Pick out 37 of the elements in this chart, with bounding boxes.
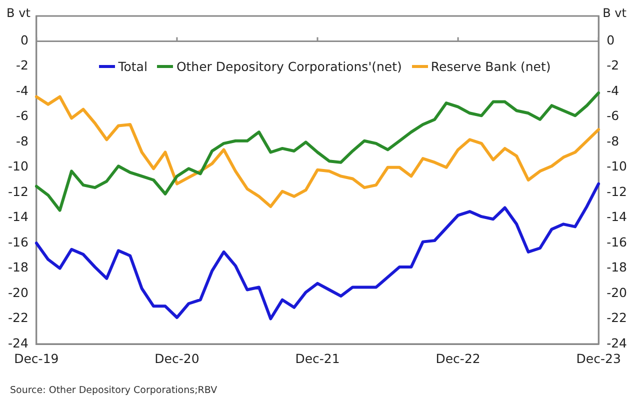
y-tick-label: -16 [8, 234, 28, 250]
legend-label: Total [118, 59, 148, 74]
y-tick-label: -22 [8, 310, 28, 326]
y-tick-label: -8 [16, 133, 28, 148]
y-tick-label: -4 [16, 82, 28, 98]
x-tick-label: Dec-22 [436, 350, 480, 366]
y-tick-label: 0 [20, 32, 28, 48]
y-tick-label: -18 [8, 260, 28, 275]
y-axis-title: B vt [6, 6, 31, 20]
y2-tick-label: -6 [606, 108, 620, 124]
y-tick-label: -10 [8, 158, 28, 174]
y2-tick-label: -24 [606, 335, 628, 350]
y2-tick-label: -22 [606, 310, 628, 326]
y-tick-label: -14 [8, 209, 28, 224]
legend-label: Reserve Bank (net) [430, 59, 551, 74]
y2-tick-label: -20 [606, 284, 628, 300]
y-tick-label: -2 [16, 58, 28, 73]
y2-tick-label: 0 [606, 32, 615, 48]
y-tick-label: -6 [16, 108, 28, 124]
source-note: Source: Other Depository Corporations;RBV [10, 385, 218, 396]
y2-tick-label: -14 [606, 209, 628, 224]
y-tick-label: -20 [8, 284, 28, 300]
legend-label: Other Depository Corporations'(net) [176, 59, 402, 74]
y2-tick-label: -10 [606, 158, 628, 174]
y2-axis-title: B vt [602, 6, 627, 20]
x-tick-label: Dec-23 [576, 350, 621, 366]
y-tick-label: -12 [8, 184, 28, 199]
y2-tick-label: -8 [606, 133, 620, 148]
y2-tick-label: -18 [606, 260, 628, 275]
y2-tick-label: -16 [606, 234, 628, 250]
y2-tick-label: -12 [606, 184, 628, 199]
x-tick-label: Dec-19 [14, 350, 59, 366]
y2-tick-label: -2 [606, 58, 620, 73]
x-tick-label: Dec-20 [154, 350, 200, 366]
y-tick-label: -24 [8, 335, 28, 350]
x-tick-label: Dec-21 [295, 350, 340, 366]
y2-tick-label: -4 [606, 82, 620, 98]
